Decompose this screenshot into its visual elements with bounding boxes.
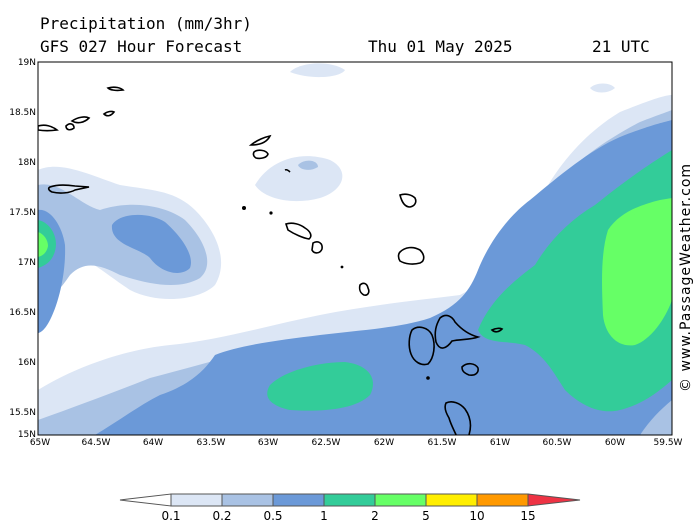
lon-label-60w: 60W <box>604 438 626 448</box>
colorbar-high-arrow <box>527 493 581 507</box>
site-credit: © www.PassageWeather.com <box>678 162 694 392</box>
colorbar-cell-0.2 <box>221 493 274 507</box>
lon-label-63.5w: 63.5W <box>196 438 226 448</box>
colorbar-label-10: 10 <box>469 509 485 523</box>
coastlines <box>38 86 504 435</box>
lon-label-61w: 61W <box>489 438 511 448</box>
lat-label-16.5n: 16.5N <box>9 308 36 318</box>
colorbar-cell-1 <box>323 493 376 507</box>
colorbar-cell-0.5 <box>272 493 325 507</box>
lat-label-15n: 15N <box>17 430 36 440</box>
colorbar-label-15: 15 <box>520 509 536 523</box>
colorbar-cell-10 <box>476 493 529 507</box>
small-islands <box>242 206 430 380</box>
lon-label-61.5w: 61.5W <box>427 438 457 448</box>
lon-label-64.5w: 64.5W <box>81 438 111 448</box>
lat-label-17.5n: 17.5N <box>9 208 36 218</box>
colorbar <box>119 493 581 507</box>
lat-label-17n: 17N <box>17 258 36 268</box>
lon-label-62.5w: 62.5W <box>311 438 341 448</box>
lon-label-64w: 64W <box>142 438 164 448</box>
colorbar-cell-0.1 <box>170 493 223 507</box>
lon-label-62w: 62W <box>373 438 395 448</box>
lat-label-18.5n: 18.5N <box>9 108 36 118</box>
map-frame <box>37 61 673 436</box>
lat-label-19n: 19N <box>17 58 36 68</box>
forecast-model-label: GFS 027 Hour Forecast <box>40 37 243 56</box>
colorbar-label-2: 2 <box>371 509 379 523</box>
lon-label-59.5w: 59.5W <box>653 438 683 448</box>
forecast-date: Thu 01 May 2025 <box>368 37 513 56</box>
colorbar-low-arrow <box>119 493 172 507</box>
colorbar-label-0.5: 0.5 <box>263 509 283 523</box>
lon-label-65w: 65W <box>29 438 51 448</box>
colorbar-label-0.1: 0.1 <box>161 509 181 523</box>
colorbar-cell-5 <box>425 493 478 507</box>
colorbar-cell-2 <box>374 493 427 507</box>
lon-label-60.5w: 60.5W <box>542 438 572 448</box>
lon-label-63w: 63W <box>257 438 279 448</box>
colorbar-label-0.2: 0.2 <box>212 509 232 523</box>
lat-label-16n: 16N <box>17 358 36 368</box>
colorbar-label-1: 1 <box>320 509 328 523</box>
chart-title: Precipitation (mm/3hr) <box>40 14 252 33</box>
colorbar-label-5: 5 <box>422 509 430 523</box>
precip-band-2 <box>38 198 672 346</box>
lat-label-18n: 18N <box>17 158 36 168</box>
lat-label-15.5n: 15.5N <box>9 408 36 418</box>
forecast-time: 21 UTC <box>592 37 650 56</box>
